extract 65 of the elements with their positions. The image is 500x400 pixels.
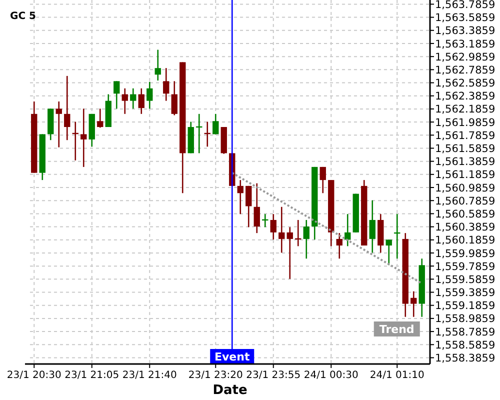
y-tick-label: 1,560.5859 bbox=[435, 208, 496, 220]
candlestick bbox=[130, 88, 136, 110]
y-tick-label: 1,563.1859 bbox=[435, 38, 496, 50]
x-tick-label: 24/1 00:30 bbox=[304, 370, 358, 381]
x-tick-label: 23/1 20:30 bbox=[6, 370, 62, 381]
y-tick-label: 1,558.5859 bbox=[435, 339, 496, 352]
candlestick bbox=[122, 88, 128, 115]
y-tick-label: 1,562.1859 bbox=[435, 104, 496, 116]
x-tick-label: 23/1 23:20 bbox=[188, 370, 243, 381]
candlestick bbox=[80, 108, 87, 168]
candlestick bbox=[114, 80, 120, 110]
candlestick bbox=[138, 88, 144, 115]
candlestick bbox=[336, 232, 342, 260]
y-tick-label: 1,558.9859 bbox=[435, 313, 496, 326]
y-tick-label: 1,563.5859 bbox=[435, 12, 496, 24]
candlestick bbox=[386, 238, 392, 266]
candlestick bbox=[64, 75, 70, 141]
y-tick-label: 1,559.7859 bbox=[435, 260, 496, 273]
x-tick-label: 23/1 21:40 bbox=[122, 370, 177, 381]
candlestick bbox=[146, 81, 153, 110]
y-tick-label: 1,561.5859 bbox=[435, 143, 496, 156]
candlestick bbox=[344, 213, 351, 247]
text: Trend bbox=[379, 322, 414, 336]
y-tick-label: 1,558.7859 bbox=[435, 326, 496, 338]
candlestick bbox=[369, 200, 376, 254]
candlestick bbox=[320, 166, 326, 194]
y-tick-label: 1,563.7859 bbox=[435, 0, 496, 11]
x-tick-label: 23/1 21:05 bbox=[64, 370, 120, 381]
y-tick-label: 1,559.1859 bbox=[435, 300, 496, 312]
y-tick-label: 1,560.9859 bbox=[435, 182, 496, 194]
y-tick-label: 1,560.7859 bbox=[435, 195, 496, 208]
y-tick-label: 1,562.5859 bbox=[435, 78, 496, 90]
y-tick-label: 1,561.7859 bbox=[435, 130, 496, 142]
y-tick-label: 1,558.3859 bbox=[435, 352, 496, 365]
candlestick bbox=[246, 185, 252, 228]
candlestick bbox=[303, 219, 310, 260]
text: GC 5 bbox=[10, 11, 36, 22]
candlestick bbox=[97, 108, 104, 128]
candlestick bbox=[154, 49, 161, 82]
candlestick bbox=[278, 206, 285, 254]
x-tick-label: 24/1 01:10 bbox=[370, 370, 424, 381]
y-tick-label: 1,561.1859 bbox=[435, 169, 496, 182]
x-tick-label: 23/1 23:55 bbox=[246, 370, 301, 381]
candlestick bbox=[171, 80, 178, 116]
candlestick bbox=[212, 113, 219, 135]
annotation: Event bbox=[214, 350, 250, 364]
x-axis-title: Date bbox=[212, 383, 248, 398]
y-tick-label: 1,560.3859 bbox=[435, 222, 496, 234]
y-tick-label: 1,559.3859 bbox=[435, 287, 496, 300]
candlestick bbox=[286, 226, 293, 280]
candlestick bbox=[410, 290, 417, 318]
y-tick-label: 1,560.1859 bbox=[435, 234, 496, 247]
candlestick bbox=[163, 67, 170, 102]
y-tick-label: 1,563.3859 bbox=[435, 25, 496, 38]
candlestick bbox=[270, 213, 276, 240]
y-tick-label: 1,562.9859 bbox=[435, 51, 496, 64]
candlestick bbox=[56, 100, 62, 148]
y-tick-label: 1,559.5859 bbox=[435, 274, 496, 286]
candlestick bbox=[254, 182, 260, 234]
y-tick-label: 1,562.3859 bbox=[435, 90, 496, 103]
y-tick-label: 1,561.3859 bbox=[435, 156, 496, 168]
y-tick-label: 1,559.9859 bbox=[435, 248, 496, 260]
y-tick-label: 1,561.9859 bbox=[435, 116, 496, 129]
y-tick-label: 1,562.7859 bbox=[435, 64, 496, 76]
candlestick bbox=[237, 179, 244, 215]
